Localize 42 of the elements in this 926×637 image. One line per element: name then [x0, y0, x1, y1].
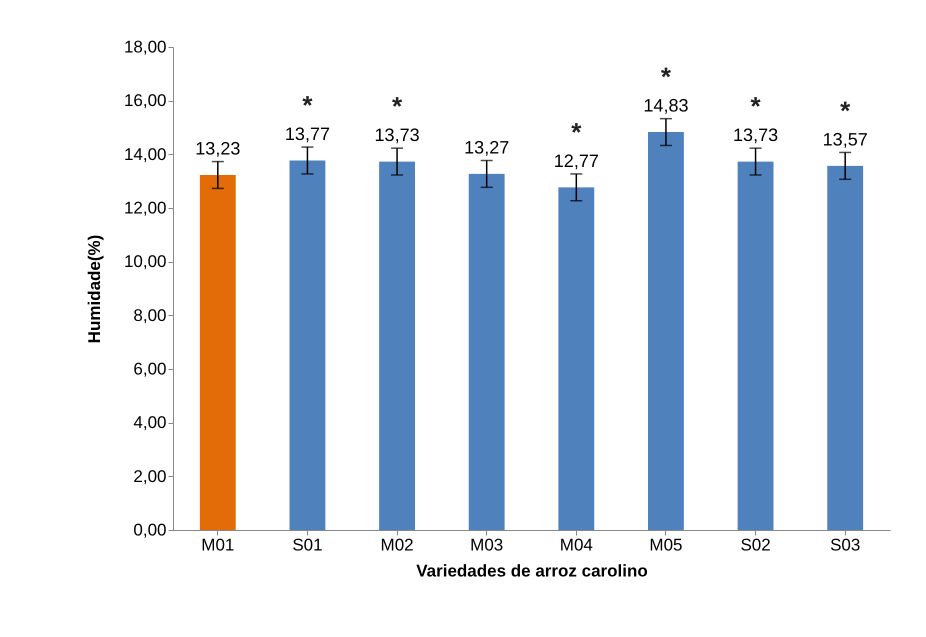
x-axis-title: Variedades de arroz carolino	[416, 562, 648, 580]
y-axis-title: Humidade(%)	[84, 234, 104, 344]
x-tick-label: S01	[292, 536, 323, 554]
annotation: *	[750, 91, 762, 122]
annotation: *	[392, 91, 403, 122]
bar	[648, 132, 684, 530]
bar	[827, 166, 864, 530]
data-label: 12,77	[554, 150, 599, 171]
data-label: 13,77	[284, 124, 330, 144]
y-tick-label: 12,00	[124, 198, 166, 218]
y-tick-label: 10,00	[124, 252, 166, 272]
annotation: *	[302, 90, 314, 120]
y-tick-label: 2,00	[133, 466, 166, 486]
y-tick-label: 0,00	[133, 520, 166, 540]
y-tick-label: 18,00	[124, 38, 166, 56]
x-tick-label: M01	[201, 536, 234, 554]
y-tick-label: 14,00	[124, 144, 166, 164]
bar	[200, 174, 236, 530]
y-tick-label: 8,00	[133, 306, 166, 325]
x-tick-label: M05	[649, 536, 682, 554]
x-tick-label: S02	[740, 536, 771, 554]
y-tick-label: 16,00	[124, 91, 166, 110]
data-label: 13,23	[195, 138, 240, 159]
bar	[379, 162, 415, 530]
bar	[738, 162, 774, 530]
x-tick-label: M02	[380, 536, 414, 554]
y-tick-label: 4,00	[133, 413, 166, 432]
annotation: *	[840, 95, 852, 126]
data-label: 13,27	[464, 138, 510, 158]
annotation: *	[571, 116, 582, 147]
annotation: *	[660, 62, 672, 92]
data-label: 13,73	[374, 125, 420, 146]
x-tick-label: S03	[830, 536, 860, 554]
bar	[558, 187, 594, 530]
data-label: 13,57	[822, 129, 868, 150]
data-label: 14,83	[643, 96, 688, 116]
x-tick-label: M03	[470, 536, 504, 554]
bar	[290, 160, 326, 530]
bar	[468, 174, 505, 530]
y-tick-label: 6,00	[133, 360, 166, 378]
x-tick-label: M04	[560, 536, 593, 554]
data-label: 13,73	[733, 125, 778, 146]
